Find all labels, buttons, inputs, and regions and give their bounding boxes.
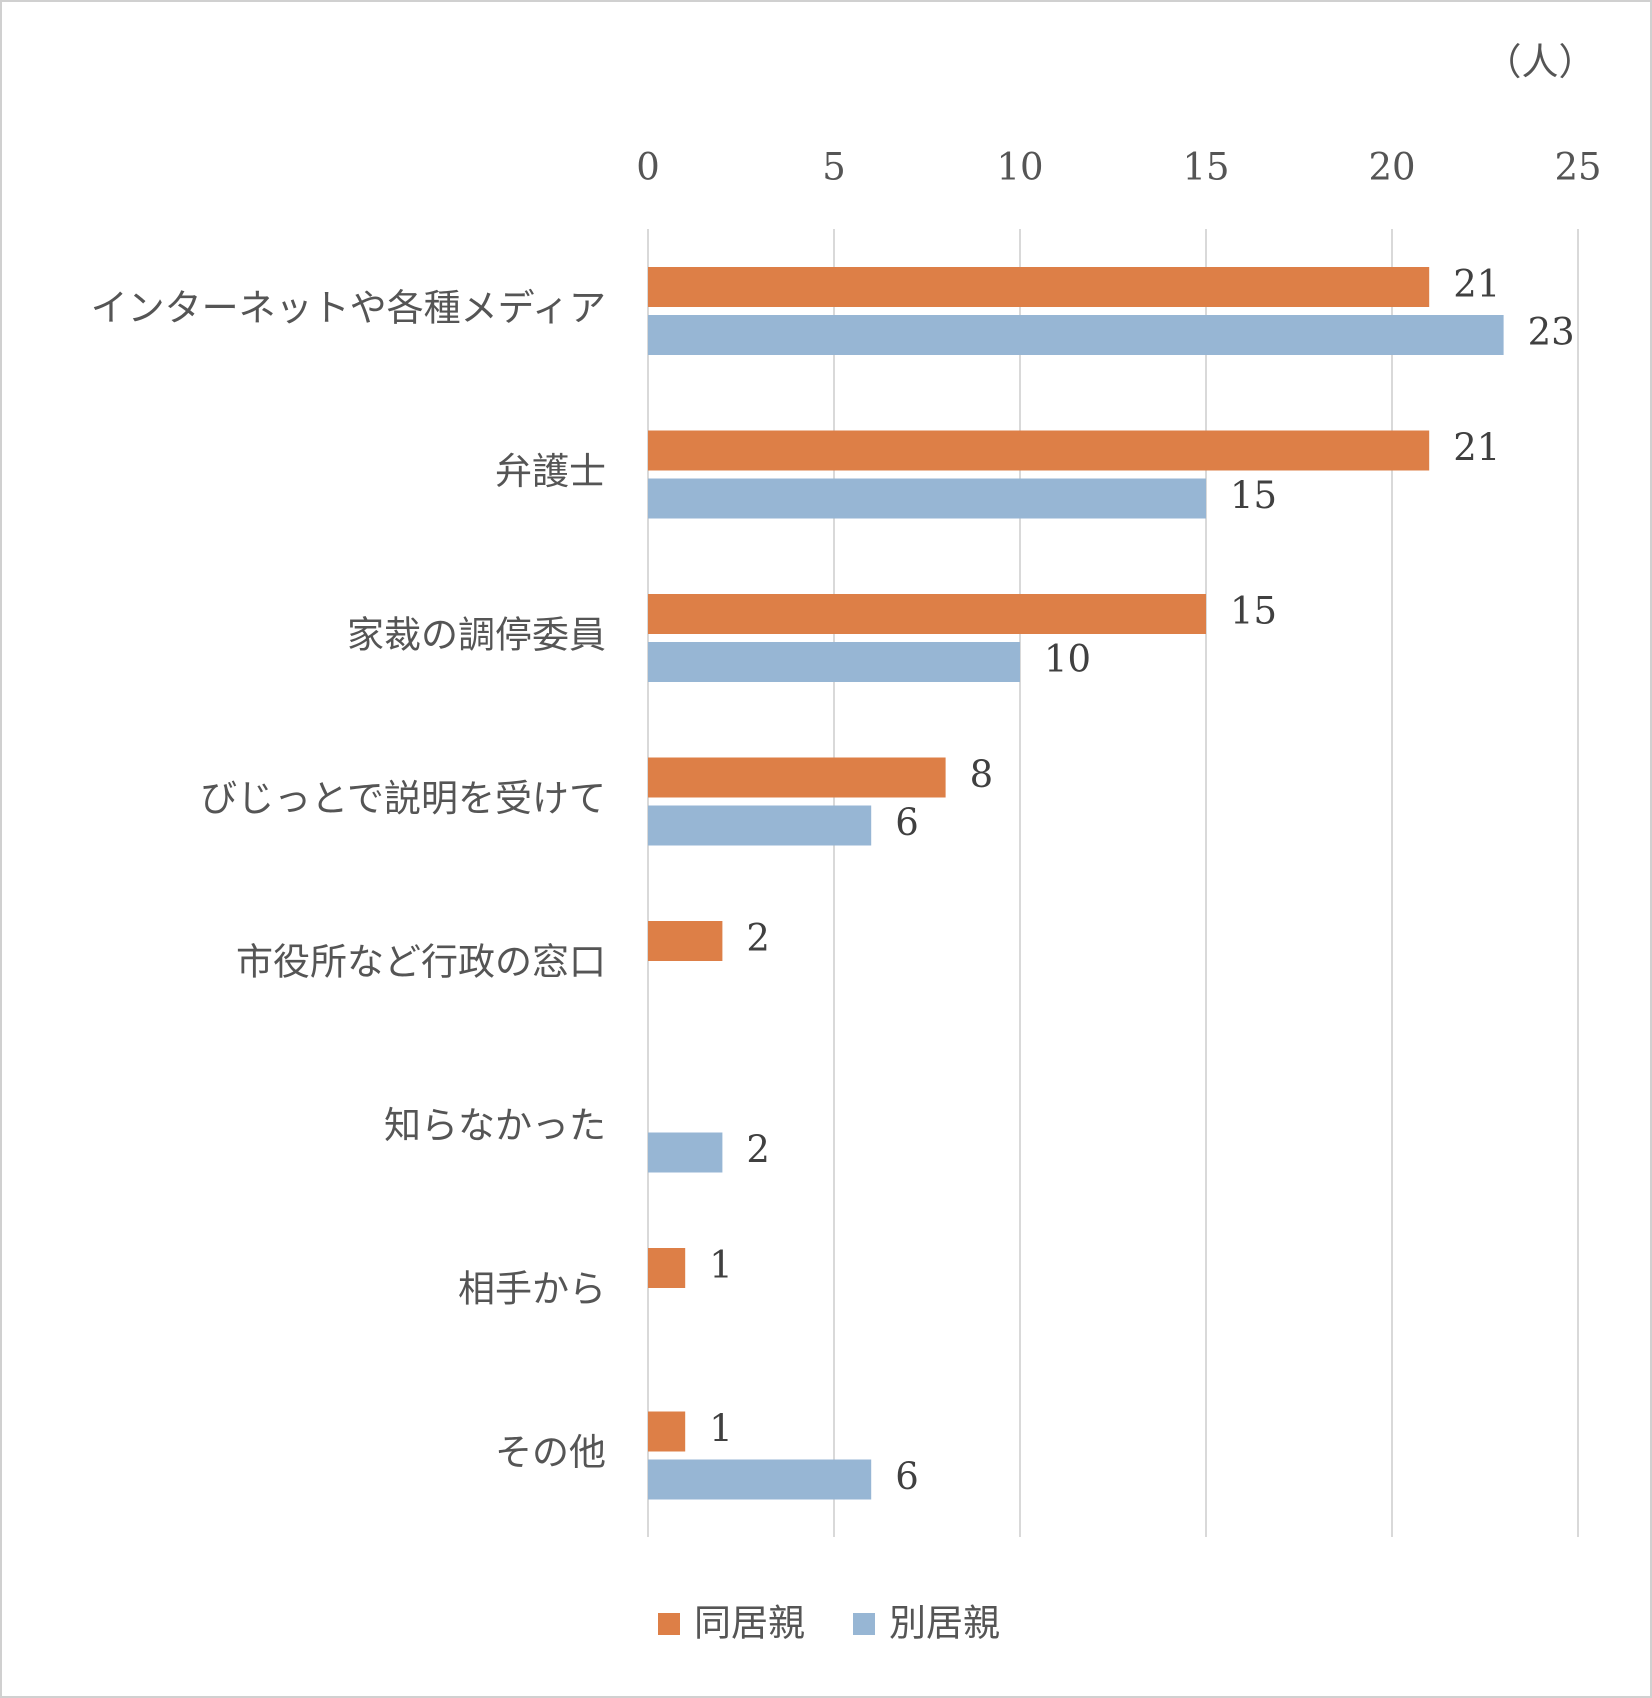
legend-label: 同居親 — [694, 1602, 805, 1645]
category-label: 家裁の調停委員 — [347, 614, 606, 657]
category-label: その他 — [495, 1431, 606, 1474]
data-label: 6 — [895, 1455, 919, 1498]
x-tick-label: 20 — [1368, 146, 1415, 189]
data-label: 1 — [709, 1407, 733, 1450]
unit-label: （人） — [1485, 41, 1596, 84]
data-label: 23 — [1528, 311, 1575, 354]
data-label: 1 — [709, 1244, 733, 1287]
x-tick-label: 0 — [636, 146, 660, 189]
bar — [648, 478, 1206, 519]
bar — [648, 430, 1430, 471]
x-tick-label: 25 — [1554, 146, 1601, 189]
bar — [648, 805, 872, 846]
legend-swatch — [853, 1613, 875, 1635]
bar — [648, 594, 1206, 634]
bar — [648, 267, 1430, 307]
category-label: 相手から — [458, 1268, 606, 1311]
bar — [648, 1132, 723, 1173]
data-label: 15 — [1230, 590, 1277, 633]
data-label: 6 — [895, 801, 919, 844]
bar — [648, 315, 1504, 355]
data-label: 21 — [1453, 263, 1500, 306]
bar — [648, 1411, 686, 1452]
bar — [648, 642, 1020, 682]
data-label: 8 — [970, 753, 994, 796]
x-tick-label: 15 — [1182, 146, 1229, 189]
x-tick-label: 10 — [996, 146, 1043, 189]
data-label: 10 — [1044, 638, 1091, 681]
category-label: 弁護士 — [495, 450, 606, 493]
x-tick-label: 5 — [822, 146, 846, 189]
data-label: 21 — [1453, 426, 1500, 469]
legend-swatch — [658, 1613, 680, 1635]
bar — [648, 921, 723, 961]
data-label: 2 — [746, 917, 770, 960]
category-label: 市役所など行政の窓口 — [236, 941, 606, 984]
category-label: インターネットや各種メディア — [91, 287, 606, 330]
bar — [648, 1459, 872, 1500]
data-label: 15 — [1230, 474, 1277, 517]
bar — [648, 757, 946, 798]
data-label: 2 — [746, 1128, 770, 1171]
bar — [648, 1248, 686, 1288]
category-label: びじっとで説明を受けて — [200, 777, 606, 820]
category-label: 知らなかった — [384, 1104, 606, 1147]
legend-label: 別居親 — [889, 1602, 1000, 1645]
